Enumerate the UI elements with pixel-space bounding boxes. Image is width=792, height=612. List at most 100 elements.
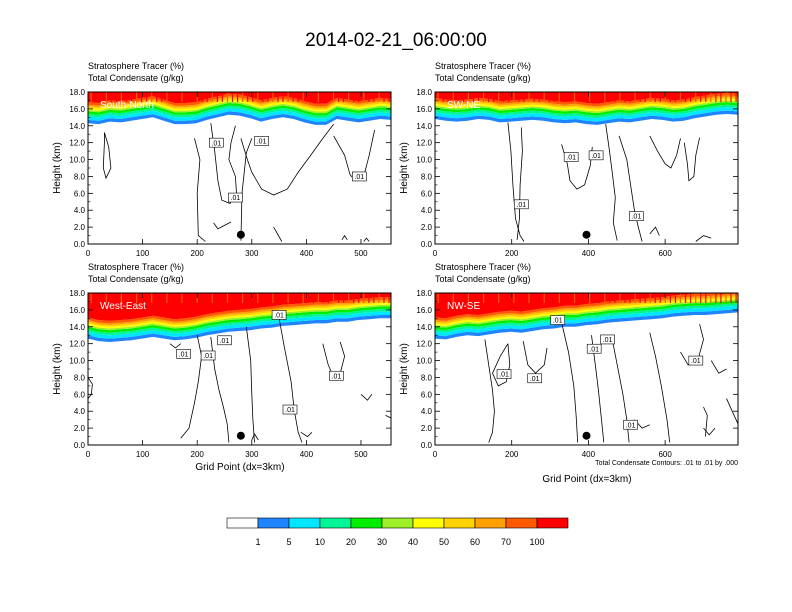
y-tick-label: 6.0 — [74, 189, 86, 198]
y-tick-label: 12.0 — [416, 139, 432, 148]
panel-label: South-North — [100, 100, 154, 111]
tracer-streak — [639, 92, 641, 102]
tracer-streak — [533, 92, 535, 102]
left-title-condensate: Total Condensate (g/kg) — [435, 73, 531, 83]
contour-label: .01 — [691, 358, 701, 365]
tracer-streak — [462, 293, 464, 303]
tracer-streak — [548, 293, 550, 303]
y-axis-label: Height (km) — [52, 343, 63, 395]
y-tick-label: 10.0 — [69, 357, 85, 366]
y-tick-label: 4.0 — [421, 206, 433, 215]
tracer-streak — [674, 293, 677, 303]
contour-label-box — [176, 348, 191, 359]
tracer-streak — [206, 92, 208, 102]
tracer-streak — [171, 293, 173, 303]
tracer-streak — [498, 293, 500, 303]
contour-label: .01 — [631, 214, 641, 221]
contour-label-box — [228, 192, 243, 203]
x-tick-label: 0 — [86, 450, 91, 459]
contour-label-box — [600, 334, 615, 345]
tracer-band — [435, 297, 738, 326]
y-tick-label: 16.0 — [69, 105, 85, 114]
tracer-streak — [604, 293, 606, 303]
tracer-streak — [472, 92, 475, 102]
tracer-streak — [272, 92, 274, 102]
contour-line — [726, 398, 738, 425]
tracer-streak — [176, 92, 178, 102]
colorbar-swatch — [350, 517, 383, 529]
tracer-band — [435, 92, 738, 107]
tracer-streak — [120, 92, 122, 102]
tracer-streak — [538, 92, 540, 102]
tracer-streak — [317, 293, 319, 303]
tracer-streak — [231, 293, 234, 303]
tracer-streak — [705, 92, 707, 102]
tracer-band — [435, 92, 738, 104]
tracer-streak — [115, 92, 117, 102]
tracer-streak — [130, 92, 133, 102]
tracer-streak — [262, 92, 264, 102]
contour-label: .01 — [530, 376, 540, 383]
tracer-streak — [518, 92, 520, 102]
tracer-streak — [100, 92, 102, 102]
tracer-streak — [156, 92, 158, 102]
tracer-band — [88, 309, 391, 336]
colorbar-swatch — [505, 517, 538, 529]
tracer-streak — [201, 293, 203, 303]
colorbar-label: 1 — [255, 537, 260, 547]
tracer-streak — [358, 92, 360, 102]
x-tick-label: 0 — [433, 450, 438, 459]
tracer-streak — [644, 92, 646, 102]
tracer-streak — [548, 92, 550, 102]
tracer-streak — [312, 92, 314, 102]
tracer-streak — [442, 293, 444, 303]
tracer-streak — [166, 92, 168, 102]
tracer-streak — [130, 293, 133, 303]
x-tick-label: 300 — [245, 450, 259, 459]
tracer-streak — [614, 92, 616, 102]
tracer-streak — [599, 92, 601, 102]
y-tick-label: 16.0 — [416, 105, 432, 114]
contour-line — [710, 360, 727, 374]
tracer-streak — [231, 92, 234, 102]
tracer-streak — [513, 293, 515, 303]
tracer-streak — [136, 92, 138, 102]
contour-line — [169, 343, 182, 349]
contour-line — [703, 406, 708, 437]
colorbar-swatch — [381, 517, 414, 529]
tracer-streak — [226, 92, 229, 102]
contour-label: .01 — [285, 407, 295, 414]
tracer-streak — [477, 293, 480, 303]
tracer-streak — [568, 92, 570, 102]
panel-label: SW-NE — [447, 100, 480, 111]
tracer-streak — [659, 293, 661, 303]
tracer-streak — [151, 92, 153, 102]
tracer-streak — [252, 293, 254, 303]
tracer-streak — [523, 92, 525, 102]
tracer-streak — [735, 293, 737, 303]
contour-label-box — [623, 419, 638, 430]
tracer-streak — [100, 293, 102, 303]
tracer-streak — [457, 293, 459, 303]
tracer-streak — [95, 293, 97, 303]
contour-line — [618, 135, 643, 242]
contour-label-box — [513, 199, 529, 210]
contour-line — [251, 433, 259, 441]
contour-line — [561, 322, 579, 443]
tracer-streak — [287, 293, 289, 303]
tracer-streak — [287, 92, 289, 102]
tracer-streak — [338, 293, 340, 303]
contour-line — [210, 336, 230, 443]
tracer-streak — [373, 92, 375, 102]
contour-line — [213, 221, 232, 230]
tracer-streak — [720, 92, 722, 102]
tracer-streak — [467, 293, 469, 303]
location-marker — [236, 431, 245, 440]
y-tick-label: 0.0 — [421, 240, 433, 249]
tracer-streak — [488, 92, 490, 102]
y-tick-label: 10.0 — [69, 156, 85, 165]
tracer-band — [88, 105, 391, 119]
contour-line — [278, 318, 303, 443]
x-tick-label: 100 — [136, 249, 150, 258]
